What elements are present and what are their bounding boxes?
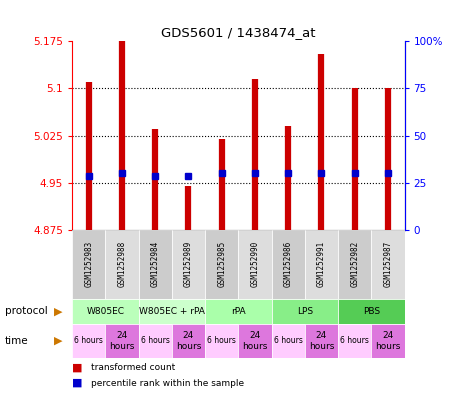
Bar bbox=[105, 324, 139, 358]
Bar bbox=[139, 299, 205, 324]
Text: ■: ■ bbox=[72, 362, 83, 373]
Text: GSM1252982: GSM1252982 bbox=[350, 241, 359, 287]
Bar bbox=[239, 324, 272, 358]
Title: GDS5601 / 1438474_at: GDS5601 / 1438474_at bbox=[161, 26, 316, 39]
Bar bbox=[305, 324, 338, 358]
Text: W805EC + rPA: W805EC + rPA bbox=[139, 307, 205, 316]
Text: GSM1252991: GSM1252991 bbox=[317, 241, 326, 287]
Text: 6 hours: 6 hours bbox=[274, 336, 303, 345]
Text: 6 hours: 6 hours bbox=[340, 336, 369, 345]
Text: ■: ■ bbox=[72, 378, 83, 388]
Text: 24
hours: 24 hours bbox=[176, 331, 201, 351]
Text: 24
hours: 24 hours bbox=[309, 331, 334, 351]
Text: rPA: rPA bbox=[231, 307, 246, 316]
Text: time: time bbox=[5, 336, 28, 346]
Text: W805EC: W805EC bbox=[86, 307, 124, 316]
Text: transformed count: transformed count bbox=[91, 363, 175, 372]
Bar bbox=[272, 324, 305, 358]
Bar bbox=[338, 324, 371, 358]
Bar bbox=[205, 299, 272, 324]
Bar bbox=[72, 299, 139, 324]
Text: 6 hours: 6 hours bbox=[141, 336, 170, 345]
Text: 24
hours: 24 hours bbox=[242, 331, 268, 351]
Bar bbox=[72, 230, 105, 299]
Text: LPS: LPS bbox=[297, 307, 313, 316]
Bar bbox=[372, 324, 405, 358]
Bar bbox=[272, 230, 305, 299]
Text: GSM1252983: GSM1252983 bbox=[84, 241, 93, 287]
Bar bbox=[205, 230, 239, 299]
Text: 24
hours: 24 hours bbox=[375, 331, 401, 351]
Bar bbox=[105, 230, 139, 299]
Text: 6 hours: 6 hours bbox=[207, 336, 236, 345]
Bar bbox=[72, 324, 105, 358]
Text: protocol: protocol bbox=[5, 307, 47, 316]
Bar bbox=[172, 324, 205, 358]
Text: GSM1252986: GSM1252986 bbox=[284, 241, 292, 287]
Bar bbox=[139, 230, 172, 299]
Text: GSM1252987: GSM1252987 bbox=[384, 241, 392, 287]
Text: PBS: PBS bbox=[363, 307, 380, 316]
Text: GSM1252985: GSM1252985 bbox=[217, 241, 226, 287]
Text: GSM1252984: GSM1252984 bbox=[151, 241, 159, 287]
Bar bbox=[338, 299, 405, 324]
Text: ▶: ▶ bbox=[54, 307, 62, 316]
Bar bbox=[272, 299, 338, 324]
Bar bbox=[172, 230, 205, 299]
Text: 6 hours: 6 hours bbox=[74, 336, 103, 345]
Text: GSM1252989: GSM1252989 bbox=[184, 241, 193, 287]
Bar bbox=[372, 230, 405, 299]
Bar bbox=[239, 230, 272, 299]
Bar bbox=[205, 324, 239, 358]
Bar bbox=[139, 324, 172, 358]
Text: ▶: ▶ bbox=[54, 336, 62, 346]
Text: GSM1252988: GSM1252988 bbox=[118, 241, 126, 287]
Text: GSM1252990: GSM1252990 bbox=[251, 241, 259, 287]
Bar bbox=[338, 230, 371, 299]
Text: percentile rank within the sample: percentile rank within the sample bbox=[91, 378, 244, 387]
Bar bbox=[305, 230, 338, 299]
Text: 24
hours: 24 hours bbox=[109, 331, 135, 351]
